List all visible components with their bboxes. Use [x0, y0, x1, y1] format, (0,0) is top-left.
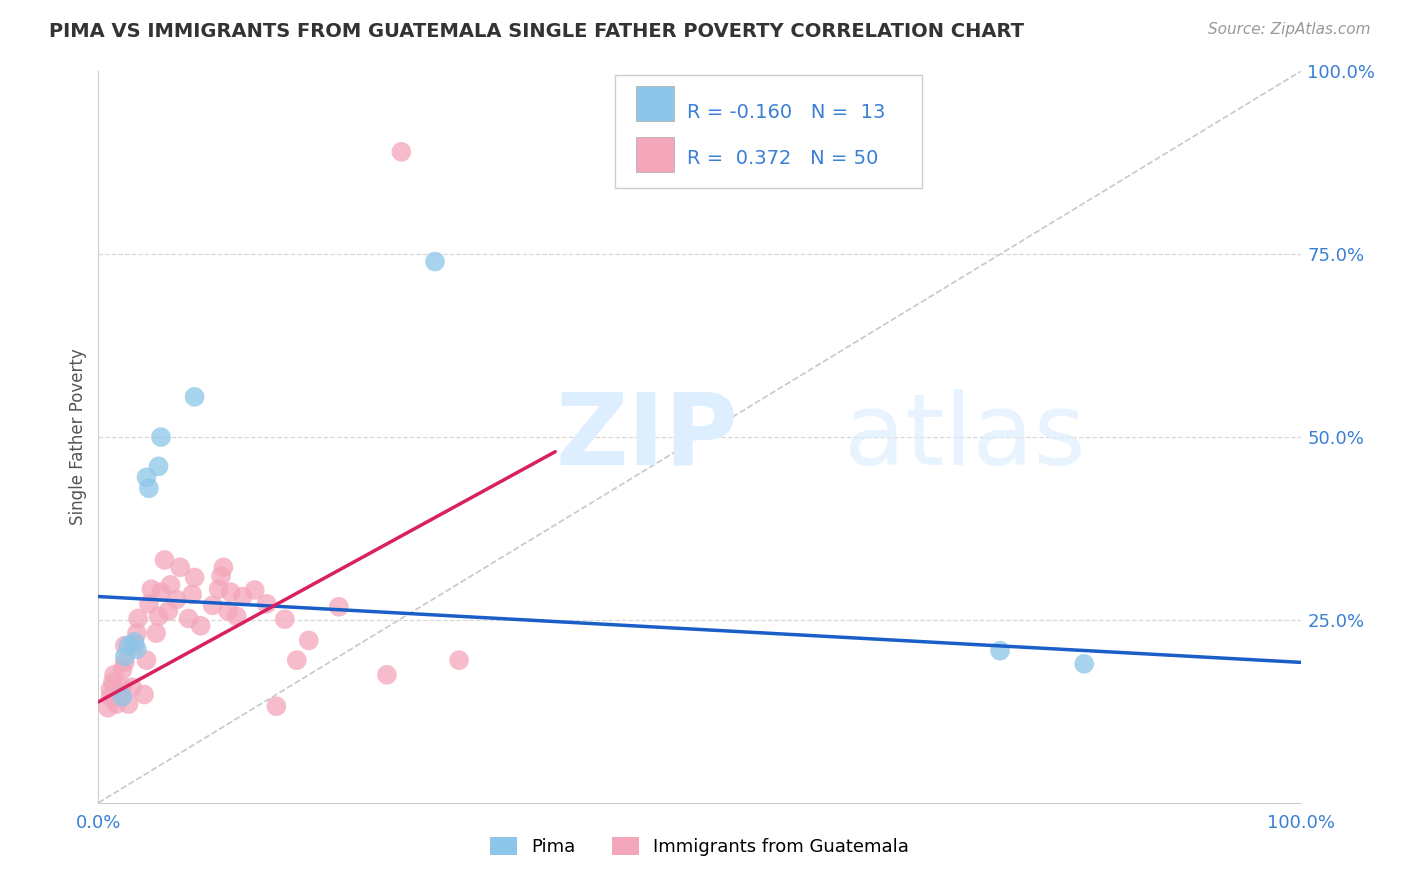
- Point: [114, 649, 136, 664]
- Y-axis label: Single Father Poverty: Single Father Poverty: [69, 349, 87, 525]
- Point: [100, 690, 122, 704]
- Point: [169, 560, 191, 574]
- Point: [145, 626, 167, 640]
- Point: [125, 626, 148, 640]
- Point: [177, 611, 200, 625]
- Point: [274, 612, 297, 626]
- Point: [375, 667, 398, 681]
- Text: Source: ZipAtlas.com: Source: ZipAtlas.com: [1208, 22, 1371, 37]
- Bar: [636, 86, 675, 121]
- Point: [97, 700, 120, 714]
- Point: [148, 609, 170, 624]
- Point: [328, 599, 350, 614]
- Point: [389, 145, 412, 159]
- Point: [108, 688, 131, 702]
- Point: [183, 570, 205, 584]
- Text: R =  0.372   N = 50: R = 0.372 N = 50: [688, 149, 879, 169]
- Point: [114, 639, 136, 653]
- Point: [181, 587, 204, 601]
- Point: [157, 604, 180, 618]
- Point: [117, 697, 139, 711]
- Point: [298, 633, 321, 648]
- Point: [209, 569, 232, 583]
- Point: [138, 597, 160, 611]
- Text: R = -0.160   N =  13: R = -0.160 N = 13: [688, 103, 886, 121]
- Point: [190, 619, 212, 633]
- Point: [125, 642, 148, 657]
- Point: [111, 680, 134, 694]
- Point: [243, 582, 266, 597]
- Point: [111, 663, 134, 677]
- Point: [135, 653, 157, 667]
- Point: [212, 560, 235, 574]
- Point: [201, 599, 224, 613]
- Point: [124, 635, 146, 649]
- Point: [124, 639, 146, 653]
- Point: [232, 590, 254, 604]
- Point: [153, 553, 176, 567]
- Point: [217, 604, 239, 618]
- Text: ZIP: ZIP: [555, 389, 738, 485]
- Point: [117, 639, 139, 653]
- Point: [105, 697, 128, 711]
- Point: [100, 682, 122, 697]
- Bar: [636, 136, 675, 172]
- Point: [166, 592, 188, 607]
- Point: [208, 582, 231, 597]
- Point: [423, 254, 446, 268]
- Point: [159, 578, 181, 592]
- Point: [114, 656, 136, 670]
- Point: [127, 611, 149, 625]
- Point: [138, 481, 160, 495]
- FancyBboxPatch shape: [616, 75, 922, 188]
- Legend: Pima, Immigrants from Guatemala: Pima, Immigrants from Guatemala: [482, 830, 917, 863]
- Point: [225, 609, 247, 624]
- Point: [256, 597, 278, 611]
- Point: [135, 470, 157, 484]
- Point: [121, 680, 143, 694]
- Point: [1073, 657, 1095, 671]
- Point: [219, 585, 242, 599]
- Point: [149, 430, 172, 444]
- Point: [988, 643, 1011, 657]
- Point: [149, 585, 172, 599]
- Point: [447, 653, 470, 667]
- Point: [141, 582, 163, 597]
- Point: [148, 459, 170, 474]
- Text: atlas: atlas: [844, 389, 1085, 485]
- Point: [266, 699, 288, 714]
- Point: [285, 653, 308, 667]
- Point: [111, 690, 134, 704]
- Point: [183, 390, 205, 404]
- Text: PIMA VS IMMIGRANTS FROM GUATEMALA SINGLE FATHER POVERTY CORRELATION CHART: PIMA VS IMMIGRANTS FROM GUATEMALA SINGLE…: [49, 22, 1024, 41]
- Point: [103, 667, 125, 681]
- Point: [132, 688, 155, 702]
- Point: [101, 675, 124, 690]
